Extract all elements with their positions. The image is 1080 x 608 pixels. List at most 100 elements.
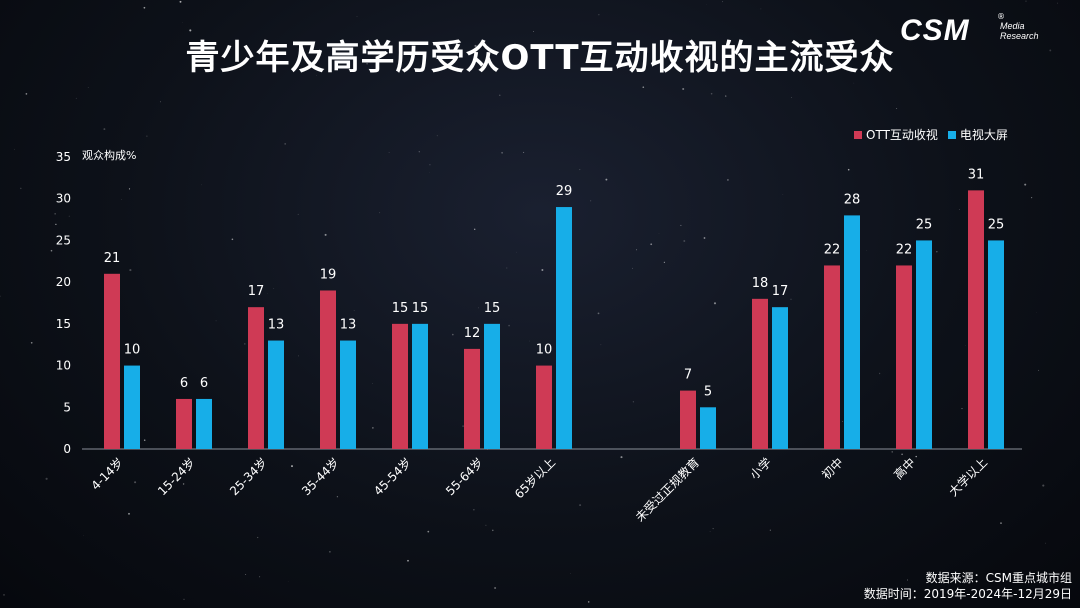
csm-logo: CSM ® Media Research [900, 10, 1050, 50]
star [473, 509, 475, 511]
y-tick-label: 5 [63, 400, 71, 414]
star [961, 408, 963, 410]
bar-tv [124, 365, 140, 449]
bar-ott [536, 365, 552, 449]
data-label: 22 [824, 242, 841, 257]
star [244, 343, 246, 345]
star [579, 169, 581, 171]
star [726, 178, 729, 181]
star [842, 421, 843, 422]
star [894, 597, 896, 600]
legend-label-ott: OTT互动收视 [866, 128, 938, 142]
star [492, 529, 494, 532]
star [1054, 597, 1056, 599]
star [722, 1, 724, 3]
star [189, 29, 192, 32]
data-label: 25 [916, 217, 933, 232]
star [128, 188, 131, 190]
data-label: 15 [392, 301, 409, 316]
bar-ott [464, 348, 480, 449]
star [544, 460, 547, 462]
data-label: 13 [268, 318, 285, 333]
star [891, 451, 893, 453]
star [103, 128, 106, 131]
data-label: 15 [412, 301, 429, 316]
star [541, 269, 544, 271]
star [30, 341, 33, 344]
star [901, 453, 903, 456]
y-tick-label: 20 [56, 275, 71, 289]
star [45, 477, 48, 480]
star [329, 551, 331, 553]
chart-legend: OTT互动收视 电视大屏 [854, 126, 1018, 143]
bar-ott [248, 307, 264, 449]
bar-tv [844, 215, 860, 449]
star [75, 97, 77, 99]
star [485, 524, 487, 526]
star [121, 199, 122, 200]
star [55, 223, 57, 226]
star [87, 87, 89, 88]
star [906, 579, 909, 581]
star [297, 213, 299, 215]
x-tick-label: 55-64岁 [442, 455, 486, 499]
bar-ott [104, 273, 120, 449]
star [958, 208, 960, 210]
source-line-1: 数据来源：CSM重点城市组 [925, 571, 1072, 585]
star [372, 383, 373, 384]
star [501, 151, 503, 154]
x-tick-label: 65岁以上 [511, 455, 558, 502]
x-tick-label: 45-54岁 [370, 455, 414, 499]
legend-item-tv: 电视大屏 [947, 126, 1008, 143]
star [427, 530, 430, 533]
data-label: 10 [124, 343, 141, 358]
star [388, 151, 390, 153]
star [3, 594, 5, 596]
star [605, 178, 608, 181]
star [159, 101, 161, 103]
source-line-2: 数据时间：2019年-2024年-12月29日 [863, 587, 1072, 601]
y-tick-label: 10 [56, 359, 71, 373]
star [181, 22, 183, 23]
y-tick-label: 30 [56, 192, 71, 206]
star [54, 213, 56, 215]
star [336, 496, 339, 498]
data-source: 数据来源：CSM重点城市组 数据时间：2019年-2024年-12月29日 [864, 570, 1072, 602]
data-label: 31 [968, 167, 985, 182]
bar-ott [680, 390, 696, 449]
registered-mark: ® [997, 12, 1005, 21]
star [769, 529, 771, 531]
star [663, 261, 666, 263]
star [1038, 369, 1040, 371]
star [760, 8, 762, 10]
star [523, 151, 525, 153]
star [508, 324, 510, 327]
star [600, 344, 602, 346]
bar-tv [988, 240, 1004, 449]
star [529, 340, 530, 342]
bar-ott [896, 265, 912, 449]
bar-tv [916, 240, 932, 449]
star [128, 512, 130, 515]
star [506, 267, 508, 269]
star [632, 401, 635, 403]
data-label: 7 [684, 368, 692, 383]
star [620, 456, 623, 459]
bar-ott [320, 290, 336, 449]
x-tick-label: 未受过正规教育 [632, 455, 702, 525]
y-tick-label: 15 [56, 317, 71, 331]
star [183, 598, 185, 600]
data-label: 6 [200, 376, 208, 391]
star [1000, 522, 1002, 524]
star [533, 31, 534, 33]
bar-ott [392, 323, 408, 449]
data-label: 19 [320, 267, 337, 282]
x-tick-label: 4-14岁 [88, 455, 126, 493]
star [267, 293, 269, 294]
star [231, 238, 234, 241]
star [632, 267, 633, 269]
x-tick-label: 15-24岁 [154, 455, 198, 499]
star [134, 481, 137, 484]
data-label: 5 [704, 384, 712, 399]
star [60, 155, 62, 157]
